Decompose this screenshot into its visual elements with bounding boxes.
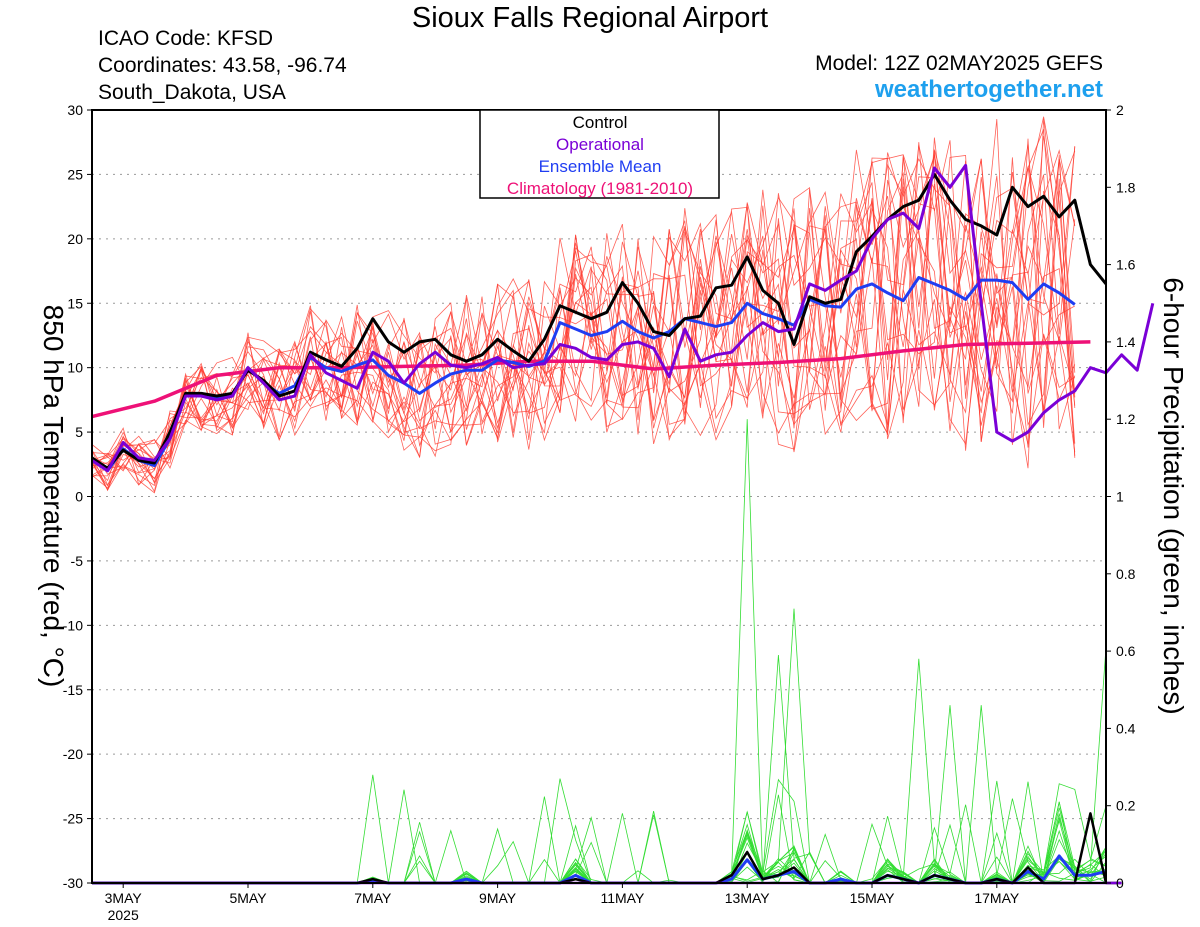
y-tick-label: -25 (63, 811, 83, 827)
chart-title: Sioux Falls Regional Airport (411, 2, 769, 34)
y-tick-label: 10 (67, 360, 83, 376)
right-axis-label: 6-hour Precipitation (green, inches) (1158, 277, 1189, 714)
ensemble-member-precip (92, 780, 1107, 884)
precipitation-series (92, 419, 1107, 885)
ensemble-member-precip (92, 783, 1107, 884)
y-tick-label: -10 (63, 617, 83, 633)
y-tick-label: 30 (67, 102, 83, 118)
climatology-line (91, 340, 1091, 419)
y2-tick-label: 0.6 (1116, 643, 1136, 659)
ensemble-member-precip (92, 781, 1107, 884)
x-tick-label: 15MAY (850, 890, 896, 906)
ensemble-member-temp (91, 153, 1076, 493)
y-tick-label: 20 (67, 231, 83, 247)
y-tick-label: 15 (67, 295, 83, 311)
location: South_Dakota, USA (98, 81, 286, 104)
ensemble-member-precip (92, 647, 1107, 884)
ensemble-member-precip (92, 789, 1107, 884)
operational-line (91, 163, 1155, 473)
y2-tick-label: 2 (1116, 102, 1124, 118)
ensemble-member-precip (92, 419, 1107, 884)
x-tick-label: 3MAY (105, 890, 143, 906)
control-precip-line (92, 812, 1122, 885)
main-series (91, 163, 1155, 885)
y-tick-label: -20 (63, 746, 83, 762)
x-tick-label: 11MAY (600, 890, 644, 906)
x-year-label: 2025 (108, 907, 139, 923)
legend-box (479, 109, 720, 199)
y-tick-label: -5 (71, 553, 84, 569)
ensemble-member-temp (91, 150, 1076, 491)
x-tick-label: 5MAY (229, 890, 267, 906)
x-tick-label: 17MAY (974, 890, 1020, 906)
legend-entry: Climatology (1981-2010) (507, 179, 693, 198)
legend-entry: Control (573, 113, 628, 132)
ensemble-member-temp (91, 157, 1076, 484)
y2-tick-label: 1.2 (1116, 411, 1136, 427)
ensemble-member-temp (91, 152, 1076, 487)
coordinates: Coordinates: 43.58, -96.74 (98, 54, 347, 77)
ensemble-member-temp (91, 149, 1076, 491)
ensemble-member-temp (91, 150, 1076, 484)
y2-tick-label: 0.4 (1116, 720, 1136, 736)
ensemble-member-temp (91, 140, 1076, 492)
x-tick-label: 9MAY (479, 890, 517, 906)
legend: Control Operational Ensemble Mean Climatolo… (479, 109, 720, 199)
y-tick-label: 25 (67, 166, 83, 182)
ensemble-member-temp (91, 116, 1076, 470)
model-run: Model: 12Z 02MAY2025 GEFS (815, 52, 1103, 75)
ensemble-member-precip (92, 802, 1107, 885)
y2-tick-label: 1 (1116, 489, 1124, 505)
y2-tick-label: 1.4 (1116, 334, 1136, 350)
y-tick-label: 0 (75, 489, 83, 505)
x-axis-ticks: 3MAY 5MAY 7MAY 9MAY 11MAY 13MAY 15MAY 17MAY 2025 (105, 883, 1020, 923)
icao-code: ICAO Code: KFSD (98, 27, 274, 50)
y-tick-label: 5 (75, 424, 83, 440)
y2-tick-label: 0 (1116, 875, 1124, 891)
x-tick-label: 13MAY (725, 890, 771, 906)
legend-entry: Operational (556, 135, 644, 154)
site-link[interactable]: weathertogether.net (874, 76, 1103, 103)
ensemble-member-temp (91, 166, 1076, 494)
legend-entry: Ensemble Mean (539, 157, 662, 176)
ensemble-member-precip (92, 774, 1107, 884)
grid-lines (92, 173, 1106, 820)
ensemble-member-temp (91, 157, 1076, 489)
y2-tick-label: 0.8 (1116, 566, 1136, 582)
right-axis-ticks: 2 1.8 1.6 1.4 1.2 1 0.8 0.6 0.4 0.2 0 (1106, 102, 1136, 891)
y2-tick-label: 1.6 (1116, 257, 1136, 273)
y2-tick-label: 0.2 (1116, 798, 1136, 814)
ensemble-member-precip (92, 834, 1107, 884)
ensemble-member-precip (92, 778, 1107, 884)
left-axis-ticks: 30 25 20 15 10 5 0 -5 -10 -15 -20 -25 -30 (63, 102, 92, 891)
left-axis-label: 850 hPa Temperature (red, °C) (38, 305, 69, 688)
ensemble-member-precip (92, 778, 1107, 884)
y-tick-label: -30 (63, 875, 83, 891)
y-tick-label: -15 (63, 682, 83, 698)
x-tick-label: 7MAY (354, 890, 392, 906)
y2-tick-label: 1.8 (1116, 179, 1136, 195)
